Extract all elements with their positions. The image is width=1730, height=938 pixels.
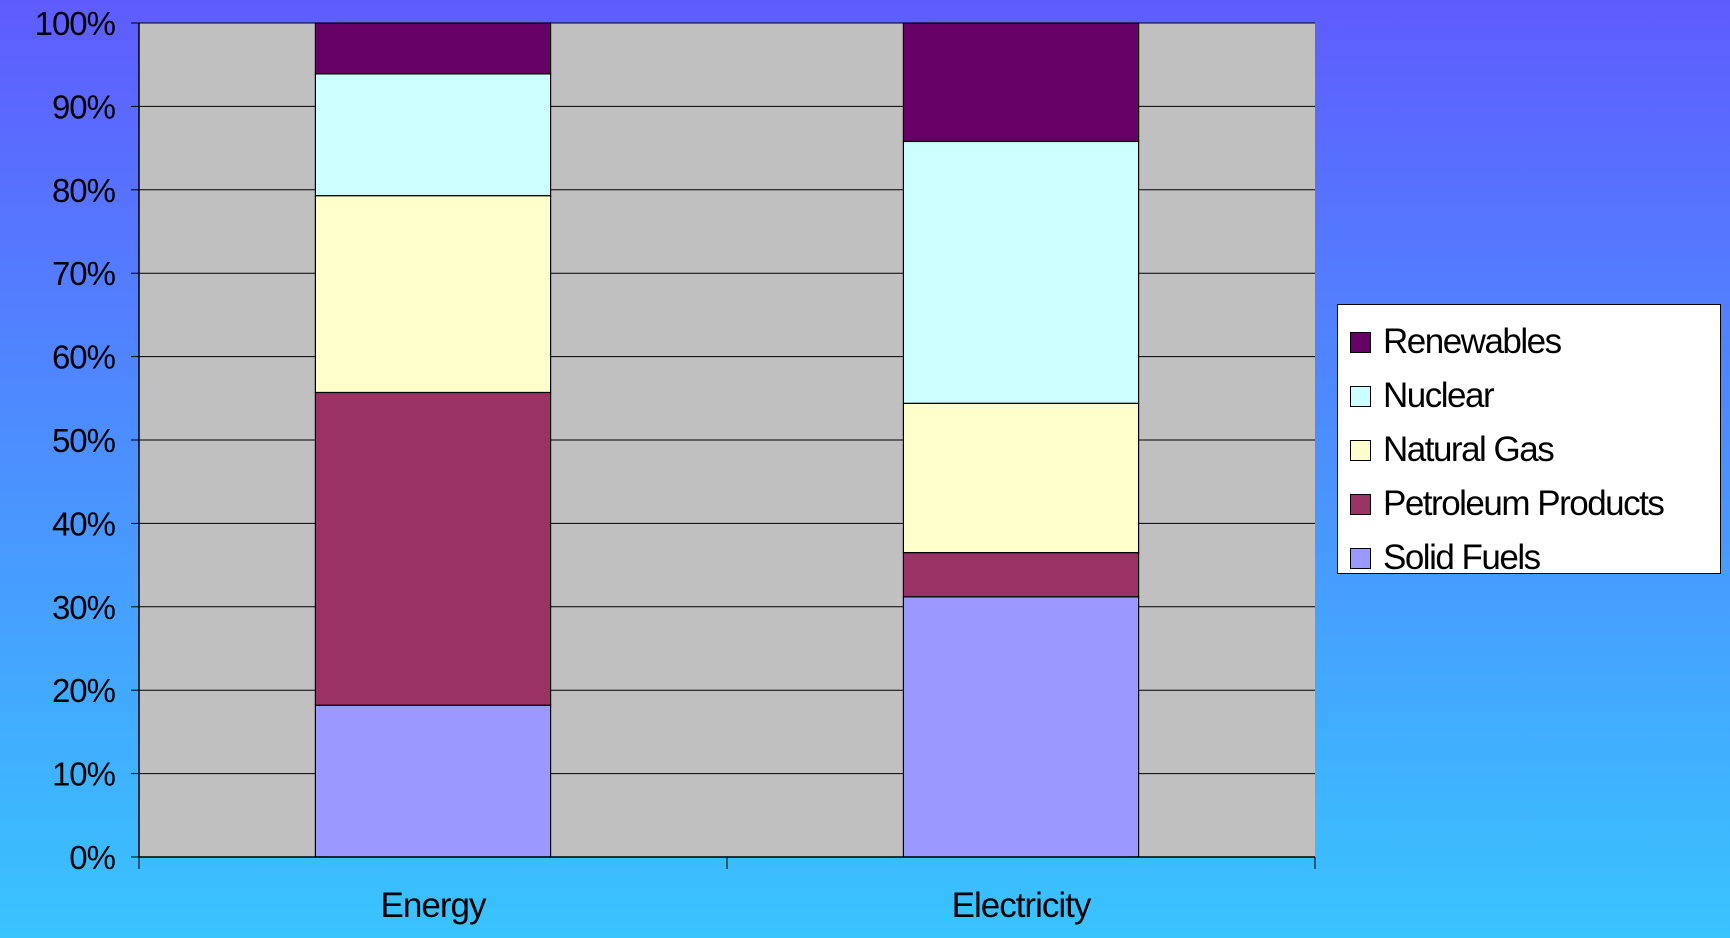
bar-segment [902, 140, 1140, 404]
legend-item: Renewables [1350, 315, 1720, 369]
y-tick-label: 20% [52, 672, 116, 709]
x-category-label: Energy [381, 886, 487, 925]
legend-item: Petroleum Products [1350, 477, 1720, 531]
bar-segment [314, 391, 552, 706]
legend-label: Solid Fuels [1383, 538, 1541, 577]
y-tick-label: 0% [69, 839, 115, 876]
y-tick-label: 70% [52, 255, 116, 292]
bar-segment [314, 704, 552, 858]
y-tick-label: 60% [52, 339, 116, 376]
y-tick-label: 80% [52, 172, 116, 209]
y-tick-label: 100% [35, 5, 116, 42]
bar-segment [902, 551, 1140, 598]
legend-swatch [1350, 385, 1371, 407]
legend-swatch [1350, 547, 1371, 569]
legend-swatch [1350, 493, 1371, 515]
y-tick-label: 90% [52, 88, 116, 125]
legend-swatch [1350, 439, 1371, 461]
y-tick-label: 10% [52, 756, 116, 793]
legend-swatch [1350, 331, 1371, 353]
y-tick-label: 50% [52, 422, 116, 459]
bar-segment [902, 402, 1140, 554]
legend-label: Natural Gas [1383, 430, 1555, 469]
bar-segment [314, 22, 552, 75]
legend-label: Renewables [1383, 322, 1562, 361]
bars [314, 22, 1140, 858]
legend-item: Natural Gas [1350, 423, 1720, 477]
y-tick-label: 40% [52, 505, 116, 542]
legend-label: Petroleum Products [1383, 484, 1665, 523]
legend-item: Nuclear [1350, 369, 1720, 423]
legend-item: Solid Fuels [1350, 531, 1720, 585]
bar-segment [902, 22, 1140, 143]
bar-segment [314, 195, 552, 394]
legend-label: Nuclear [1383, 376, 1495, 415]
x-axis-categories: Energy Electricity [138, 857, 1316, 925]
legend: Renewables Nuclear Natural Gas Petroleum Pr… [1337, 304, 1721, 577]
bar-segment [902, 596, 1140, 858]
y-axis-ticks: 0% 10% 20% 30% 40% 50% 60% 70% 80% 90% 100% [35, 5, 139, 876]
y-tick-label: 30% [52, 589, 116, 626]
x-category-label: Electricity [952, 886, 1092, 925]
bar-segment [314, 73, 552, 197]
